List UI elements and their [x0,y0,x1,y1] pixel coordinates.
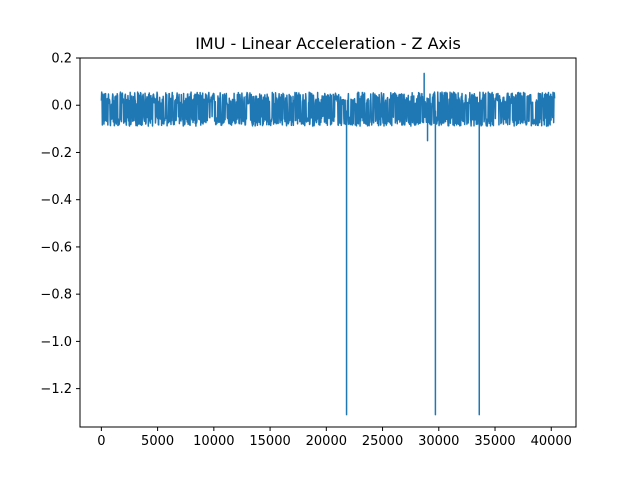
x-tick-label: 20000 [306,434,347,449]
axes-frame [79,57,577,428]
y-tick-label: −1.2 [40,382,72,397]
y-tick-label: −0.2 [40,146,72,161]
x-tick-label: 30000 [418,434,459,449]
y-tick-label: −0.6 [40,240,72,255]
y-tick-label: −1.0 [40,335,72,350]
series-line [100,72,556,416]
y-tick-label: −0.8 [40,288,72,303]
x-tick-label: 40000 [531,434,572,449]
x-tick-label: 0 [97,434,105,449]
y-axis: 0.2 0.0 −0.2 −0.4 −0.6 −0.8 −1.0 −1.2 [40,52,80,397]
x-tick-label: 5000 [141,434,174,449]
y-tick-label: 0.2 [51,52,72,67]
x-tick-label: 25000 [362,434,403,449]
plot-area [100,72,556,416]
x-tick-label: 10000 [193,434,234,449]
x-axis: 0 5000 10000 15000 20000 25000 30000 35000 40000 [97,427,572,449]
y-tick-label: 0.0 [51,99,72,114]
y-tick-label: −0.4 [40,193,72,208]
chart-title: IMU - Linear Acceleration - Z Axis [195,34,461,53]
x-tick-label: 35000 [474,434,515,449]
x-tick-label: 15000 [249,434,290,449]
